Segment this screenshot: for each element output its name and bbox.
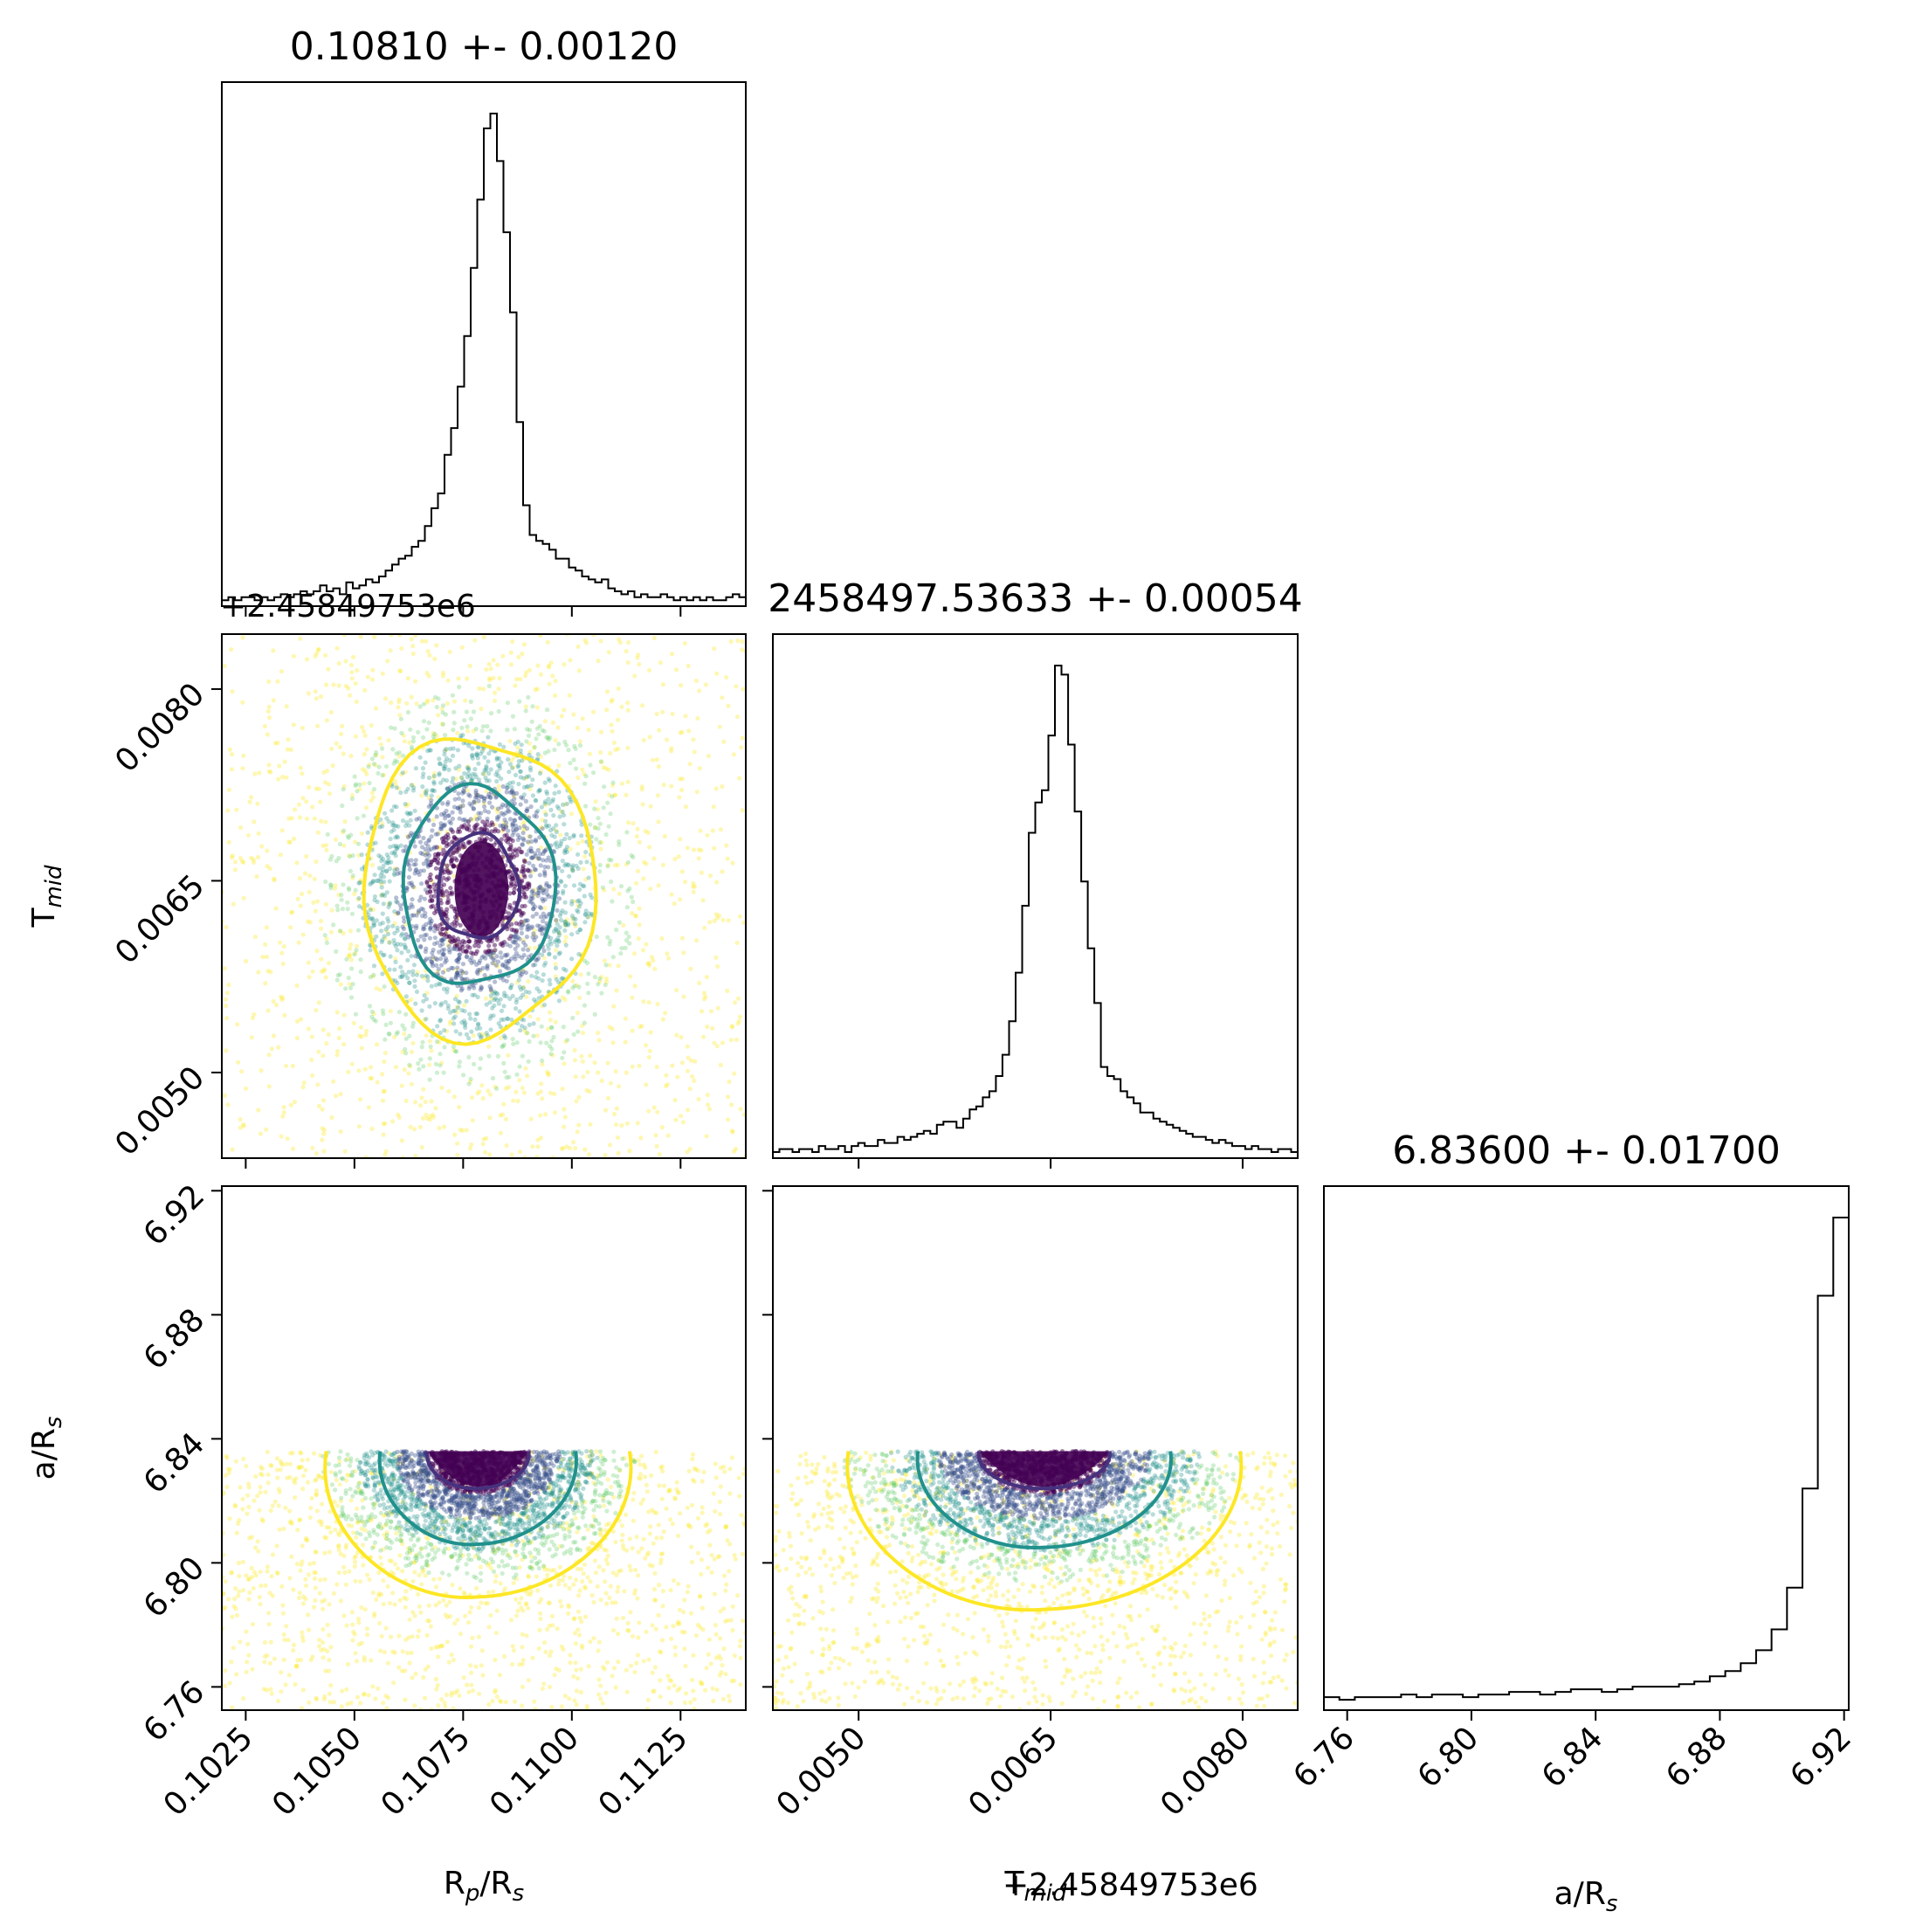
scatter-panel-tmid-ars xyxy=(772,1185,1299,1711)
x-axis-label-ars: a/Rs xyxy=(1554,1876,1618,1917)
y-tick-label: 6.92 xyxy=(137,1178,212,1253)
histogram-step-line xyxy=(222,113,746,602)
panel-frame xyxy=(221,633,747,1159)
panel-title: 2458497.53633 +- 0.00054 xyxy=(768,576,1303,621)
y-axis-label-ars: a/Rs xyxy=(26,1417,67,1480)
y-tick-label: 0.0080 xyxy=(108,676,211,779)
panel-frame xyxy=(221,81,747,607)
histogram-step-line xyxy=(1324,1217,1850,1709)
x-tick-label: 6.92 xyxy=(1783,1720,1858,1795)
x-axis-label-rprs: Rp/Rs xyxy=(444,1866,524,1907)
y-tick-label: 0.0050 xyxy=(108,1059,211,1163)
scatter-points xyxy=(773,1449,1298,1710)
histogram-panel-rprs: 0.10810 +- 0.00120 xyxy=(221,24,747,607)
scatter-panel-rprs-tmid xyxy=(221,633,747,1159)
density-core xyxy=(454,841,509,937)
offset-text-tmid-x: +2.45849753e6 xyxy=(1003,1867,1258,1903)
contour-2-sigma xyxy=(845,1451,1244,1612)
x-tick-label: 6.80 xyxy=(1411,1720,1486,1795)
panel-title: 0.10810 +- 0.00120 xyxy=(290,24,679,69)
x-tick-label: 6.76 xyxy=(1286,1720,1361,1795)
contour-0.5-sigma xyxy=(425,1451,531,1491)
y-tick-label: 6.80 xyxy=(137,1550,212,1625)
panel-frame xyxy=(1323,1185,1850,1711)
x-tick-label: 6.88 xyxy=(1659,1720,1734,1795)
contour-2-sigma xyxy=(323,1451,633,1599)
x-tick-label: 0.1125 xyxy=(592,1720,695,1823)
x-tick-label: 0.1100 xyxy=(483,1720,586,1823)
x-axis-label-tmid: Tmid xyxy=(1003,1866,1067,1907)
y-tick-label: 0.0065 xyxy=(108,868,211,971)
density-core xyxy=(979,1451,1110,1487)
histogram-panel-ars: 6.83600 +- 0.01700 xyxy=(1323,1128,1850,1711)
panel-title: 6.83600 +- 0.01700 xyxy=(1392,1128,1781,1173)
scatter-points xyxy=(222,1449,746,1710)
scatter-points xyxy=(222,634,746,1158)
x-tick-label: 0.0065 xyxy=(961,1720,1065,1823)
contour-1-sigma xyxy=(401,782,558,985)
contour-0.5-sigma xyxy=(436,831,522,940)
contour-0.5-sigma xyxy=(976,1451,1112,1491)
contour-1-sigma xyxy=(377,1451,578,1547)
y-tick-label: 6.84 xyxy=(137,1426,212,1501)
panel-frame xyxy=(772,633,1299,1159)
y-axis-label-tmid: Tmid xyxy=(26,865,67,928)
y-tick-label: 6.76 xyxy=(137,1674,212,1749)
contour-2-sigma xyxy=(362,737,598,1046)
x-tick-label: 6.84 xyxy=(1535,1720,1610,1795)
offset-text-tmid-y: +2.45849753e6 xyxy=(220,589,476,624)
histogram-step-line xyxy=(773,665,1298,1153)
contour-1-sigma xyxy=(915,1451,1173,1549)
x-tick-label: 0.0050 xyxy=(770,1720,873,1823)
y-tick-label: 6.88 xyxy=(137,1302,212,1377)
scatter-panel-rprs-ars xyxy=(221,1185,747,1711)
x-tick-label: 0.1050 xyxy=(265,1720,369,1823)
density-core xyxy=(427,1451,529,1487)
x-tick-label: 0.1075 xyxy=(375,1720,478,1823)
panel-frame xyxy=(772,1185,1299,1711)
histogram-panel-tmid: 2458497.53633 +- 0.00054 xyxy=(768,576,1303,1159)
panel-frame xyxy=(221,1185,747,1711)
x-tick-label: 0.0080 xyxy=(1154,1720,1257,1823)
